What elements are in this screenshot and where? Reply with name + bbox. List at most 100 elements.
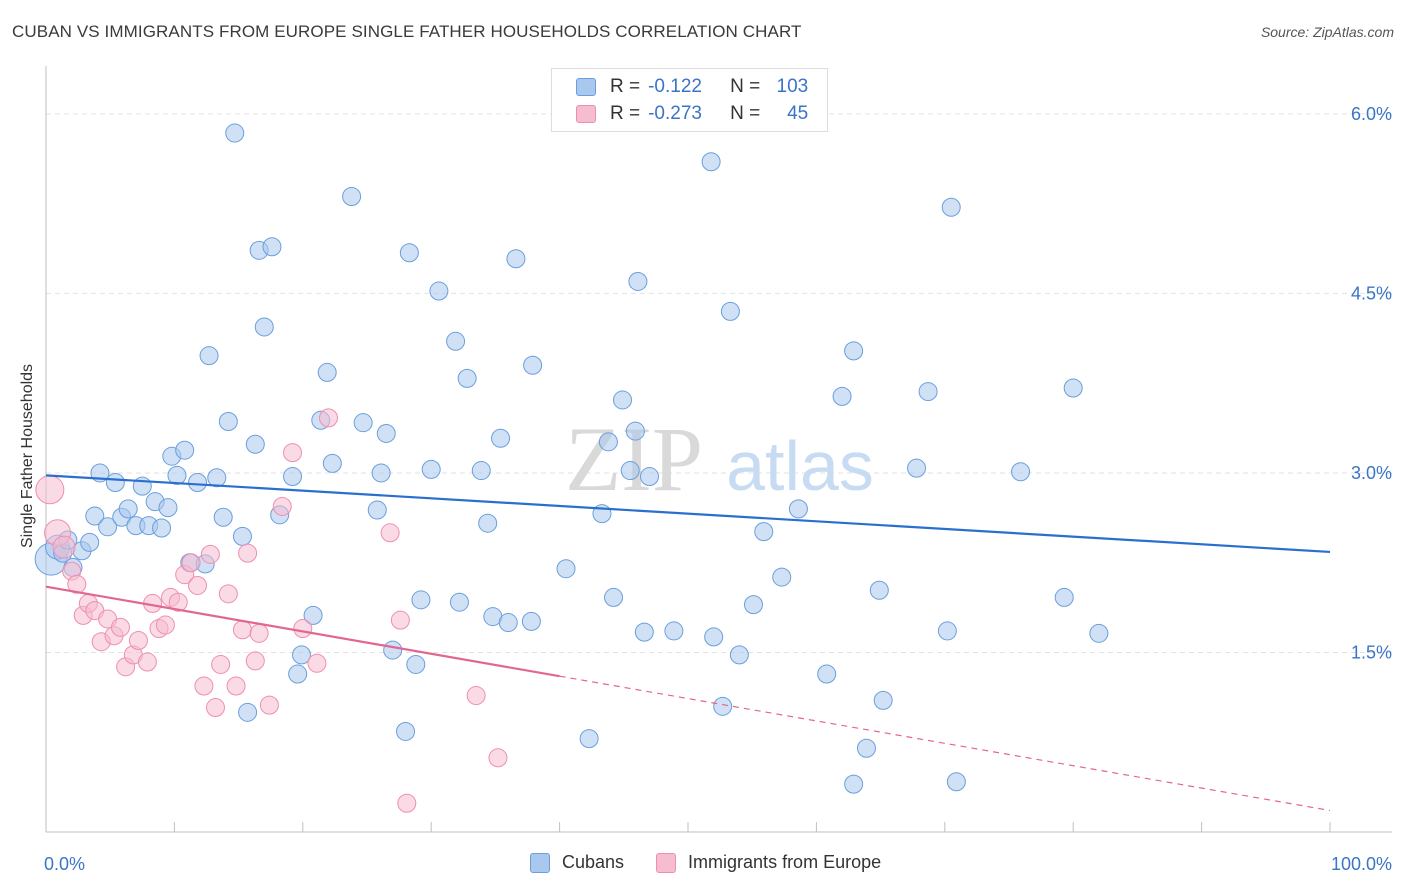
series-legend: Cubans Immigrants from Europe — [530, 852, 913, 873]
europe-point — [188, 575, 208, 595]
cuban-point — [918, 382, 938, 402]
source-label: Source: ZipAtlas.com — [1260, 24, 1394, 40]
europe-point — [211, 654, 231, 674]
cuban-point — [232, 526, 252, 546]
europe-point — [67, 574, 87, 594]
cuban-point — [158, 498, 178, 518]
cuban-point — [907, 458, 927, 478]
cuban-point — [523, 355, 543, 375]
chart-title: CUBAN VS IMMIGRANTS FROM EUROPE SINGLE F… — [12, 22, 802, 41]
cuban-point — [1011, 462, 1031, 482]
y-tick-label: 4.5% — [1351, 283, 1392, 303]
legend-r-label: R = — [610, 76, 641, 97]
europe-point — [226, 676, 246, 696]
legend-item-europe: Immigrants from Europe — [656, 852, 881, 873]
x-tick-label: 0.0% — [44, 854, 85, 874]
cuban-point — [376, 423, 396, 443]
europe-point — [488, 748, 508, 768]
cuban-point — [98, 517, 118, 537]
cuban-point — [262, 237, 282, 257]
europe-point — [232, 620, 252, 640]
cuban-point — [406, 654, 426, 674]
europe-point — [200, 544, 220, 564]
cuban-point — [1089, 623, 1109, 643]
cuban-point — [743, 595, 763, 615]
legend-row-europe: R = -0.273 N = 45 — [576, 102, 808, 126]
europe-point — [110, 617, 130, 637]
cuban-point — [188, 473, 208, 493]
cuban-point — [701, 152, 721, 172]
cuban-point — [283, 467, 303, 487]
legend-swatch-europe — [656, 852, 677, 873]
cuban-point — [396, 721, 416, 741]
cuban-point — [478, 513, 498, 533]
europe-point — [181, 553, 201, 573]
y-tick-label: 3.0% — [1351, 463, 1392, 483]
europe-point — [272, 496, 292, 516]
cuban-point — [167, 465, 187, 485]
cuban-point — [754, 522, 774, 542]
cuban-point — [411, 590, 431, 610]
tick-labels: 1.5% 3.0% 4.5% 6.0% 0.0% 100.0% — [44, 104, 1392, 874]
europe-point — [205, 698, 225, 718]
legend-r-label: R = — [610, 103, 641, 124]
legend-n-value: 45 — [787, 103, 809, 124]
cuban-point — [941, 197, 961, 217]
cuban-trend-line — [45, 474, 1331, 554]
watermark: ZIP atlas — [565, 408, 874, 510]
cuban-point — [292, 645, 312, 665]
cuban-point — [238, 702, 258, 722]
y-tick-label: 1.5% — [1351, 642, 1392, 662]
europe-point — [466, 686, 486, 706]
europe-point — [307, 653, 327, 673]
legend-row-cubans: R = -0.122 N = 103 — [576, 75, 808, 99]
cuban-point — [937, 621, 957, 641]
data-points — [34, 123, 1109, 813]
watermark-atlas: atlas — [726, 427, 874, 505]
cuban-point — [152, 518, 172, 538]
cuban-point — [604, 587, 624, 607]
legend-n-value: 103 — [776, 76, 809, 97]
cuban-point — [598, 432, 618, 452]
cuban-point — [254, 317, 274, 337]
legend-swatch-cubans — [530, 852, 550, 873]
europe-point — [194, 676, 214, 696]
cuban-point — [399, 243, 419, 263]
cuban-point — [844, 774, 864, 794]
cuban-point — [317, 362, 337, 382]
axes — [45, 66, 1392, 833]
x-tick-label: 100.0% — [1331, 854, 1392, 874]
europe-point — [259, 695, 279, 715]
cuban-point — [491, 428, 511, 448]
cuban-point — [1054, 587, 1074, 607]
europe-point — [318, 408, 338, 428]
gridlines — [46, 113, 1392, 653]
cuban-point — [383, 640, 403, 660]
cuban-point — [704, 627, 724, 647]
cuban-point — [80, 532, 100, 552]
y-tick-label: 6.0% — [1351, 104, 1392, 124]
europe-point — [155, 615, 175, 635]
europe-point — [137, 652, 157, 672]
legend-n-label: N = — [730, 103, 761, 124]
europe-point — [380, 523, 400, 543]
cuban-point — [498, 613, 518, 633]
cuban-point — [457, 368, 477, 388]
cuban-point — [288, 664, 308, 684]
cuban-point — [579, 729, 599, 749]
cuban-point — [175, 440, 195, 460]
cuban-point — [873, 690, 893, 710]
europe-point — [390, 610, 410, 630]
europe-point — [249, 623, 269, 643]
europe-point — [52, 535, 76, 559]
cuban-point — [1063, 378, 1083, 398]
cuban-point — [218, 411, 238, 431]
europe-point — [283, 443, 303, 463]
europe-trend-extension — [559, 675, 1331, 812]
europe-point — [35, 475, 65, 505]
cuban-point — [353, 413, 373, 433]
legend-r-value: -0.122 — [648, 76, 702, 97]
cuban-point — [213, 507, 233, 527]
legend-item-cubans: Cubans — [530, 852, 624, 873]
